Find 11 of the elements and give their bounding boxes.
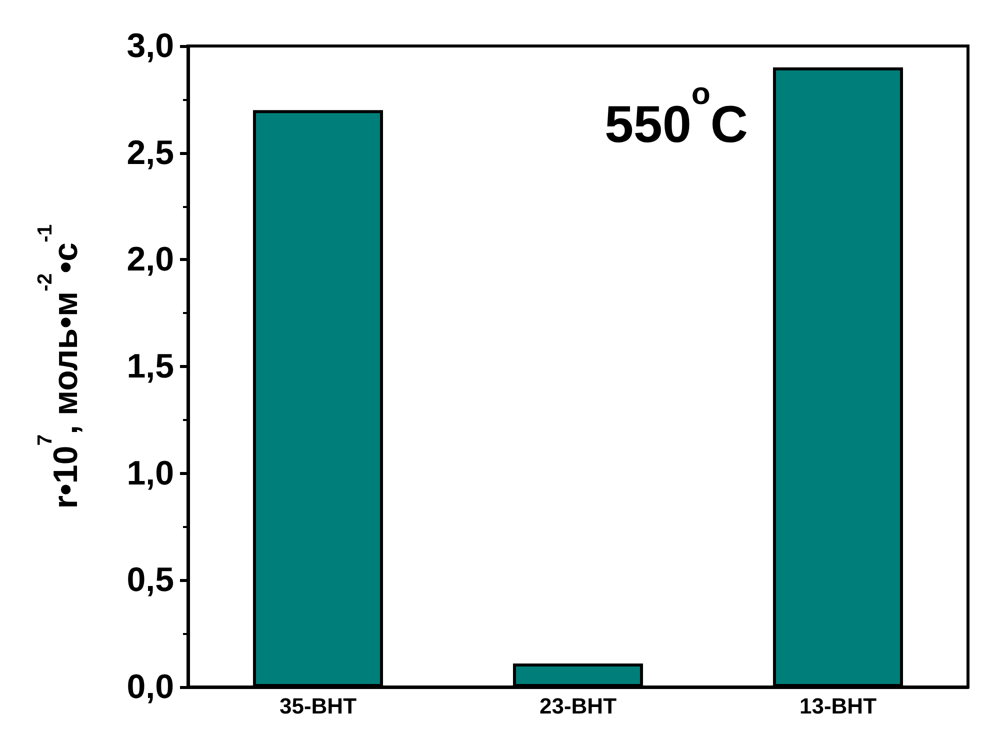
- y-tick-label: 0,0: [126, 668, 174, 706]
- y-tick-label: 2,0: [126, 240, 174, 279]
- x-tick-label: 23-ВНТ: [539, 694, 618, 718]
- y-axis-title: r•107, моль•м-2•с-1: [34, 224, 85, 509]
- y-tick-label: 0,5: [126, 561, 174, 600]
- y-tick-label: 1,5: [126, 348, 174, 386]
- x-tick-label: 35-ВНТ: [279, 694, 358, 718]
- y-tick-label: 2,5: [126, 134, 174, 172]
- x-tick-label: 13-ВНТ: [799, 694, 878, 718]
- y-tick-label: 1,0: [126, 454, 174, 492]
- y-tick-label: 3,0: [126, 27, 174, 65]
